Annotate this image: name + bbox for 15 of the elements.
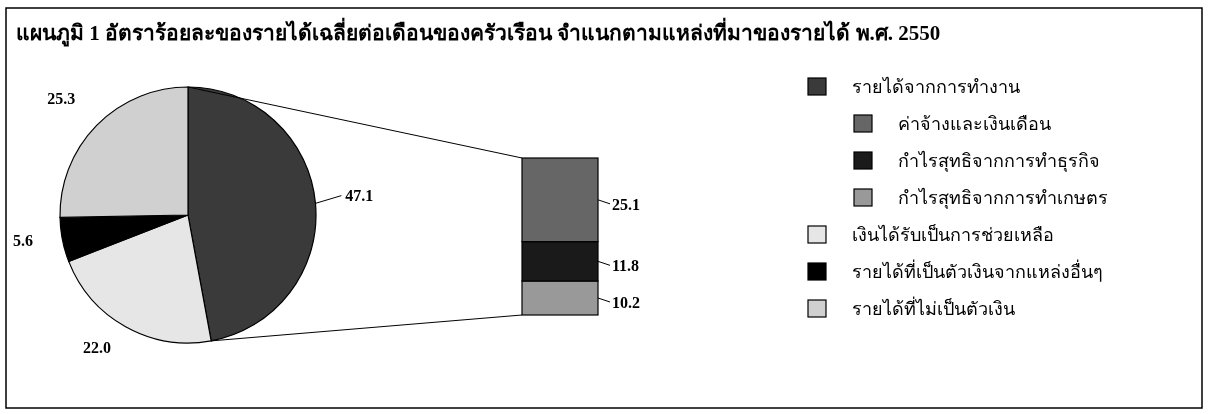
legend-label: เงินได้รับเป็นการช่วยเหลือ [852, 223, 1054, 245]
data-label: 47.1 [345, 186, 374, 204]
data-label: 22.0 [83, 338, 112, 356]
data-label: 25.1 [612, 195, 640, 213]
legend-label: รายได้ที่เป็นตัวเงินจากแหล่งอื่นๆ [852, 259, 1103, 282]
chart-title: แผนภูมิ 1 อัตราร้อยละของรายได้เฉลี่ยต่อเดือนของครัวเรือน จำแนกตามแหล่งที่มาของรายได้ พ.ศ. 2550 [16, 17, 941, 47]
data-label: 5.6 [12, 231, 33, 249]
data-label: 10.2 [612, 294, 640, 311]
data-label: 11.8 [612, 257, 640, 275]
legend-label: รายได้จากการทำงาน [852, 76, 1020, 97]
legend-label: รายได้ที่ไม่เป็นตัวเงิน [852, 296, 1015, 319]
data-label: 25.3 [47, 90, 76, 108]
legend-label: กำไรสุทธิจากการทำเกษตร [898, 187, 1108, 209]
legend-label: กำไรสุทธิจากการทำธุรกิจ [898, 150, 1100, 172]
legend-label: ค่าจ้างและเงินเดือน [898, 114, 1051, 134]
